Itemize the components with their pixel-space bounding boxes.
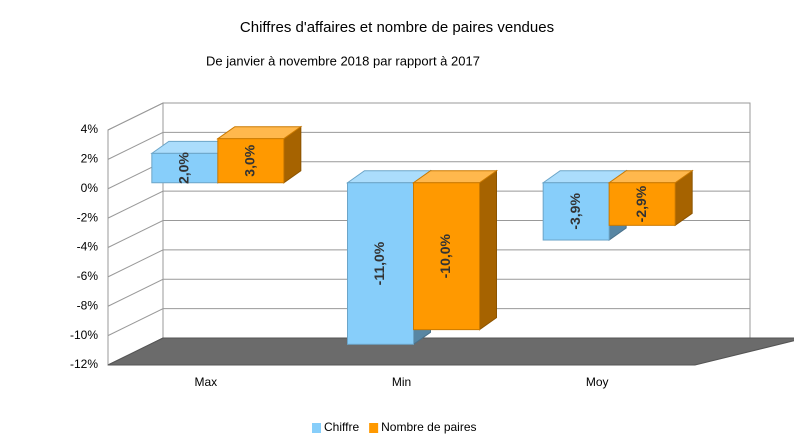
value-label: -10,0% <box>437 233 453 278</box>
value-label: 3,0% <box>242 144 258 176</box>
value-label: -11,0% <box>371 241 387 285</box>
legend-label: Nombre de paires <box>381 420 476 434</box>
y-tick-label: 4% <box>81 122 99 136</box>
bar-group: -2,9% <box>607 169 694 227</box>
value-label: -3,9% <box>567 193 583 230</box>
grid-line <box>107 308 750 337</box>
floor <box>107 337 794 366</box>
bar-group: 3,0% <box>216 125 303 184</box>
y-tick-label: -8% <box>77 298 99 312</box>
grid-line <box>107 131 750 160</box>
grid-line <box>107 249 750 278</box>
chart-title: Chiffres d'affaires et nombre de paires … <box>240 19 554 36</box>
y-tick-label: 2% <box>81 152 99 166</box>
bar <box>413 182 480 331</box>
y-tick-label: -4% <box>77 240 99 254</box>
legend-swatch <box>369 423 379 433</box>
y-tick-label: -2% <box>77 210 99 224</box>
value-label: -2,9% <box>633 185 649 222</box>
value-label: 2,0% <box>176 152 192 184</box>
bar-side <box>479 169 497 331</box>
y-tick-label: -12% <box>70 357 98 371</box>
chart-subtitle: De janvier à novembre 2018 par rapport à… <box>206 53 480 68</box>
y-tick-label: -6% <box>77 269 99 283</box>
bar <box>217 138 285 184</box>
legend-label: Chiffre <box>324 420 359 434</box>
x-tick-label: Max <box>194 375 217 389</box>
y-tick-label: 0% <box>81 181 99 195</box>
bar <box>347 182 414 345</box>
bar-group: -10,0% <box>411 169 499 331</box>
legend-swatch <box>312 423 321 433</box>
grid-line <box>107 278 750 307</box>
y-tick-label: -10% <box>70 328 98 342</box>
bar <box>608 182 676 226</box>
x-tick-label: Min <box>392 375 411 389</box>
x-tick-label: Moy <box>586 375 609 389</box>
grid-line <box>107 102 750 131</box>
